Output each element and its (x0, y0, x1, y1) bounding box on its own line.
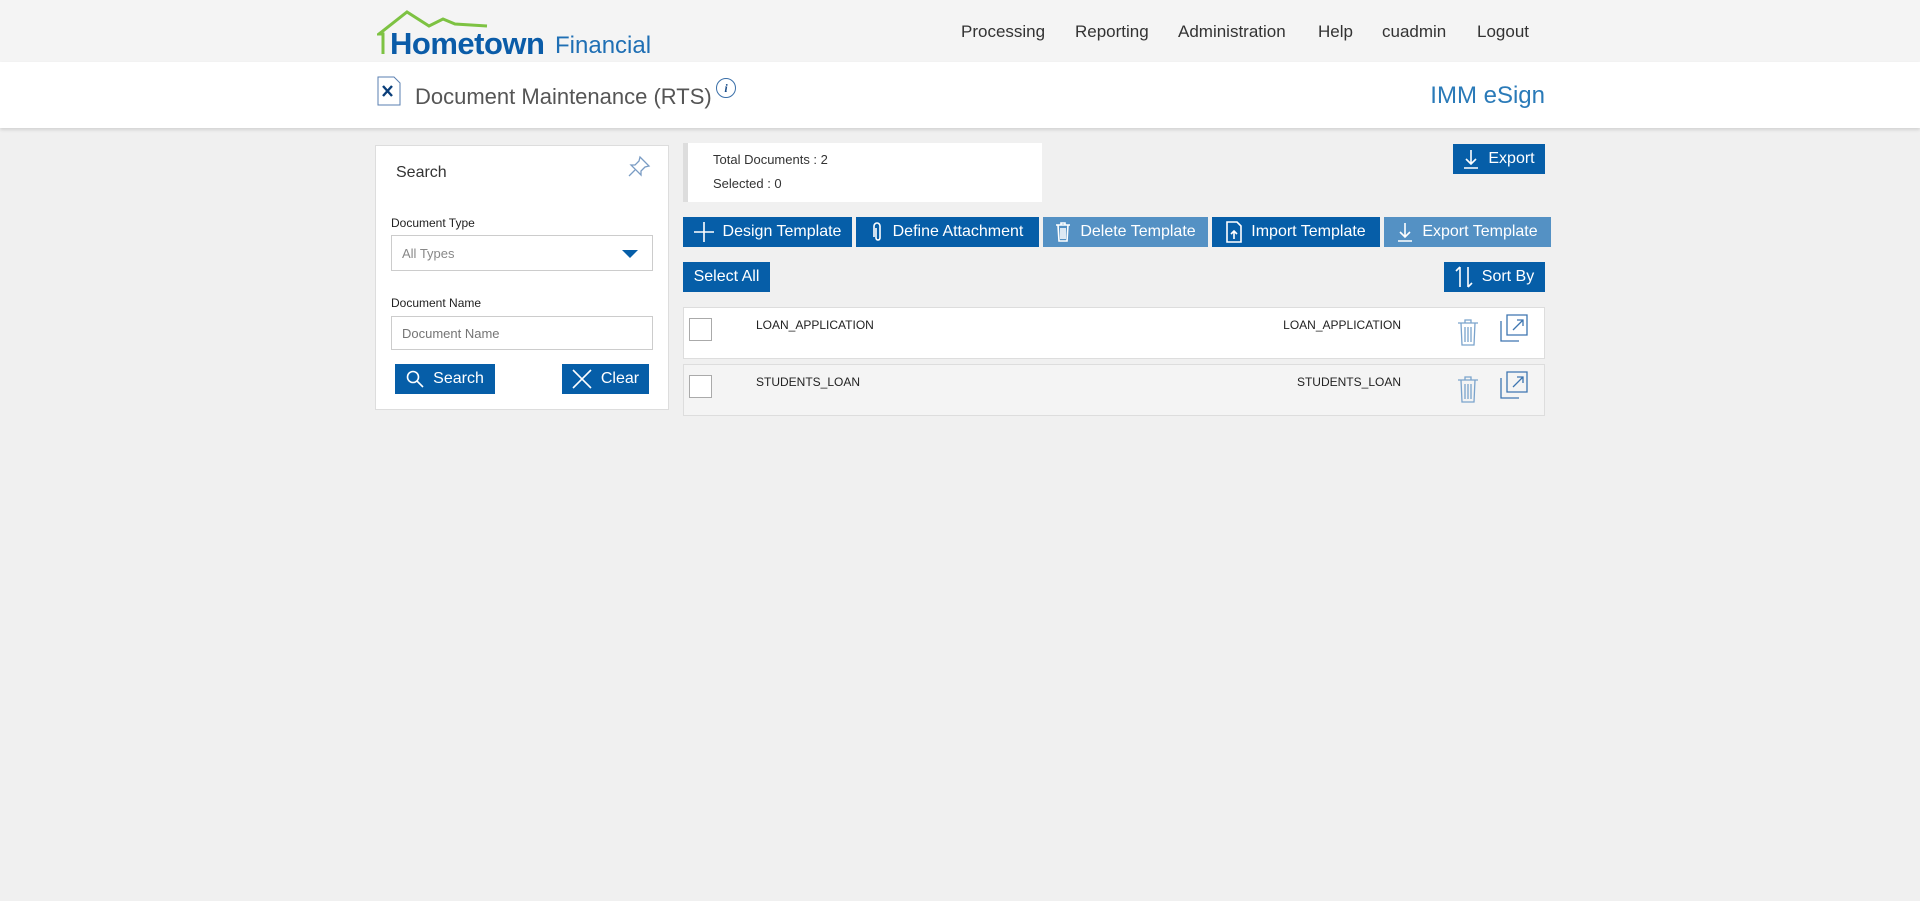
search-icon (406, 370, 424, 388)
import-template-label: Import Template (1251, 223, 1366, 240)
define-attachment-button[interactable]: Define Attachment (856, 217, 1039, 247)
pin-icon[interactable] (626, 154, 652, 180)
chevron-down-icon (622, 250, 638, 258)
search-panel-title: Search (396, 164, 447, 181)
clear-button-label: Clear (600, 370, 640, 387)
row-checkbox[interactable] (689, 318, 712, 341)
download-icon (1464, 150, 1479, 169)
define-attachment-label: Define Attachment (892, 223, 1024, 240)
document-type-value: All Types (402, 245, 455, 261)
total-documents: Total Documents : 2 (713, 152, 828, 167)
nav-administration[interactable]: Administration (1178, 22, 1286, 41)
trash-icon (1056, 222, 1071, 242)
page-header (0, 62, 1920, 128)
logo-sub-text: Financial (555, 32, 652, 59)
search-button-label: Search (433, 370, 484, 387)
export-template-button[interactable]: Export Template (1384, 217, 1551, 247)
table-row[interactable]: STUDENTS_LOAN STUDENTS_LOAN (683, 364, 1545, 416)
logo[interactable]: Hometown Financial (377, 10, 651, 61)
select-all-button[interactable]: Select All (683, 262, 770, 292)
nav-help[interactable]: Help (1318, 22, 1353, 41)
summary-box: Total Documents : 2 Selected : 0 (683, 143, 1042, 202)
export-button[interactable]: Export (1453, 144, 1545, 174)
logo-roof-icon (377, 10, 488, 54)
table-row[interactable]: LOAN_APPLICATION LOAN_APPLICATION (683, 307, 1545, 359)
file-upload-icon (1226, 221, 1243, 243)
nav-processing[interactable]: Processing (961, 22, 1046, 41)
trash-icon[interactable] (1457, 375, 1479, 403)
nav-logout[interactable]: Logout (1477, 22, 1529, 41)
download-icon (1398, 223, 1413, 242)
import-template-button[interactable]: Import Template (1212, 217, 1380, 247)
clear-button[interactable]: Clear (562, 364, 649, 394)
plus-icon (693, 222, 714, 242)
product-name: IMM eSign (1430, 82, 1545, 109)
info-icon[interactable]: i (716, 78, 736, 98)
document-type-select[interactable]: All Types (391, 235, 653, 271)
search-button[interactable]: Search (395, 364, 495, 394)
row-checkbox[interactable] (689, 375, 712, 398)
nav-reporting[interactable]: Reporting (1075, 22, 1149, 41)
sort-by-label: Sort By (1481, 268, 1535, 285)
sort-by-button[interactable]: Sort By (1444, 262, 1545, 292)
top-bar (0, 0, 1920, 62)
selected-count: Selected : 0 (713, 176, 782, 191)
sort-icon (1455, 266, 1473, 288)
document-type-label: Document Type (391, 216, 475, 230)
design-template-label: Design Template (722, 223, 842, 240)
nav-user[interactable]: cuadmin (1382, 22, 1447, 41)
document-name-label: Document Name (391, 296, 482, 310)
design-template-button[interactable]: Design Template (683, 217, 852, 247)
trash-icon[interactable] (1457, 318, 1479, 346)
search-panel: Search Document Type All Types Document … (375, 145, 669, 410)
logo-main-text: Hometown (390, 26, 545, 61)
export-template-label: Export Template (1422, 223, 1538, 240)
document-name-input[interactable] (391, 316, 653, 350)
paperclip-icon (872, 222, 881, 241)
export-label: Export (1488, 150, 1535, 167)
document-name: STUDENTS_LOAN (756, 375, 861, 389)
document-type: LOAN_APPLICATION (1283, 318, 1401, 332)
close-icon (572, 369, 592, 389)
open-external-icon[interactable] (1500, 314, 1528, 342)
delete-template-button[interactable]: Delete Template (1043, 217, 1208, 247)
document-tools-icon (377, 76, 401, 106)
document-name: LOAN_APPLICATION (756, 318, 874, 332)
delete-template-label: Delete Template (1080, 223, 1196, 240)
open-external-icon[interactable] (1500, 371, 1528, 399)
document-type: STUDENTS_LOAN (1296, 375, 1401, 389)
page-title: Document Maintenance (RTS) (415, 84, 712, 109)
select-all-label: Select All (693, 268, 760, 285)
